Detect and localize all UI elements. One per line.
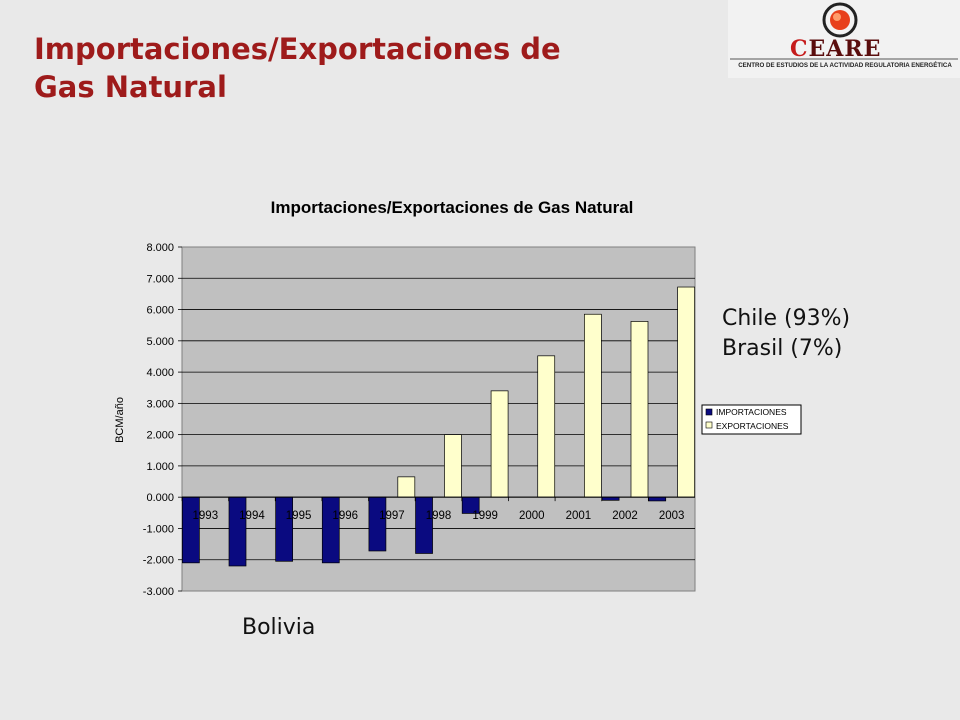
x-tick-label: 1999 bbox=[472, 510, 498, 522]
bar-exportaciones-2000 bbox=[537, 355, 556, 498]
x-tick-label: 1996 bbox=[332, 510, 358, 522]
legend-label-importaciones: IMPORTACIONES bbox=[716, 407, 787, 417]
slide-title-line-2: Gas Natural bbox=[34, 70, 227, 104]
export-destination-brasil: Brasil (7%) bbox=[722, 336, 843, 361]
y-tick-label: 8.000 bbox=[146, 242, 174, 254]
y-tick-label: -3.000 bbox=[143, 586, 174, 598]
ceare-logo: CEARE CENTRO DE ESTUDIOS DE LA ACTIVIDAD… bbox=[728, 0, 960, 78]
y-tick-label: -2.000 bbox=[143, 555, 174, 567]
x-tick-label: 1995 bbox=[286, 510, 312, 522]
y-tick-label: 2.000 bbox=[146, 430, 174, 442]
slide-title-line-1: Importaciones/Exportaciones de bbox=[34, 32, 561, 66]
y-axis-label: BCM/año bbox=[114, 397, 126, 443]
bar-exportaciones-1998 bbox=[444, 434, 462, 498]
bar-importaciones-1995 bbox=[275, 496, 293, 562]
y-tick-label: -1.000 bbox=[143, 523, 174, 535]
y-tick-label: 7.000 bbox=[146, 273, 174, 285]
bar-exportaciones-1999 bbox=[490, 390, 509, 498]
y-tick-label: 5.000 bbox=[146, 336, 174, 348]
bar-exportaciones-1997 bbox=[397, 476, 416, 498]
logo-wordmark: CEARE bbox=[790, 36, 881, 62]
bar-importaciones-1997 bbox=[368, 496, 387, 552]
y-tick-labels: -3.000 -2.000 -1.000 0.000 1.000 2.000 3.000 4.… bbox=[143, 242, 182, 598]
y-tick-label: 4.000 bbox=[146, 367, 174, 379]
x-tick-label: 1997 bbox=[379, 510, 405, 522]
legend-label-exportaciones: EXPORTACIONES bbox=[716, 421, 789, 431]
x-tick-label: 1998 bbox=[426, 510, 452, 522]
legend-swatch-exportaciones bbox=[705, 421, 713, 429]
slide-title: Importaciones/Exportaciones de Gas Natur… bbox=[34, 30, 674, 106]
legend: IMPORTACIONES EXPORTACIONES bbox=[701, 404, 802, 435]
y-tick-label: 0.000 bbox=[146, 492, 174, 504]
x-tick-label: 2003 bbox=[659, 510, 685, 522]
bar-exportaciones-2001 bbox=[584, 313, 602, 498]
bar-importaciones-1994 bbox=[228, 496, 247, 567]
legend-box bbox=[701, 404, 802, 435]
bar-importaciones-2003 bbox=[648, 496, 667, 502]
bar-importaciones-1996 bbox=[321, 496, 340, 564]
bar-exportaciones-2003 bbox=[677, 286, 695, 498]
logo-wordmark-rest: EARE bbox=[808, 36, 882, 62]
y-tick-label: 3.000 bbox=[146, 398, 174, 410]
x-tick-label: 2002 bbox=[612, 510, 638, 522]
legend-swatch-importaciones bbox=[705, 408, 713, 416]
y-tick-label: 1.000 bbox=[146, 461, 174, 473]
plot-area bbox=[181, 246, 696, 592]
bar-exportaciones-2002 bbox=[630, 321, 649, 498]
logo-subtitle: CENTRO DE ESTUDIOS DE LA ACTIVIDAD REGUL… bbox=[738, 62, 952, 69]
export-destination-chile: Chile (93%) bbox=[722, 306, 851, 331]
x-tick-labels: 1993 1994 1995 1996 1997 1998 1999 2000 2001 2002… bbox=[181, 497, 685, 522]
chart-title: Importaciones/Exportaciones de Gas Natur… bbox=[271, 198, 634, 217]
bars bbox=[182, 286, 695, 567]
x-tick-label: 1993 bbox=[193, 510, 219, 522]
x-tick-label: 1994 bbox=[239, 510, 265, 522]
import-origin-note: Bolivia bbox=[242, 615, 316, 640]
x-tick-label: 2000 bbox=[519, 510, 545, 522]
logo-wordmark-first-letter: C bbox=[790, 36, 809, 62]
bar-importaciones-1993 bbox=[182, 496, 200, 564]
export-destinations-note: Chile (93%) Brasil (7%) bbox=[722, 304, 850, 364]
bar-importaciones-1998 bbox=[415, 496, 433, 554]
x-tick-label: 2001 bbox=[566, 510, 592, 522]
y-tick-label: 6.000 bbox=[146, 305, 174, 317]
logo-emblem-icon bbox=[730, 2, 958, 60]
